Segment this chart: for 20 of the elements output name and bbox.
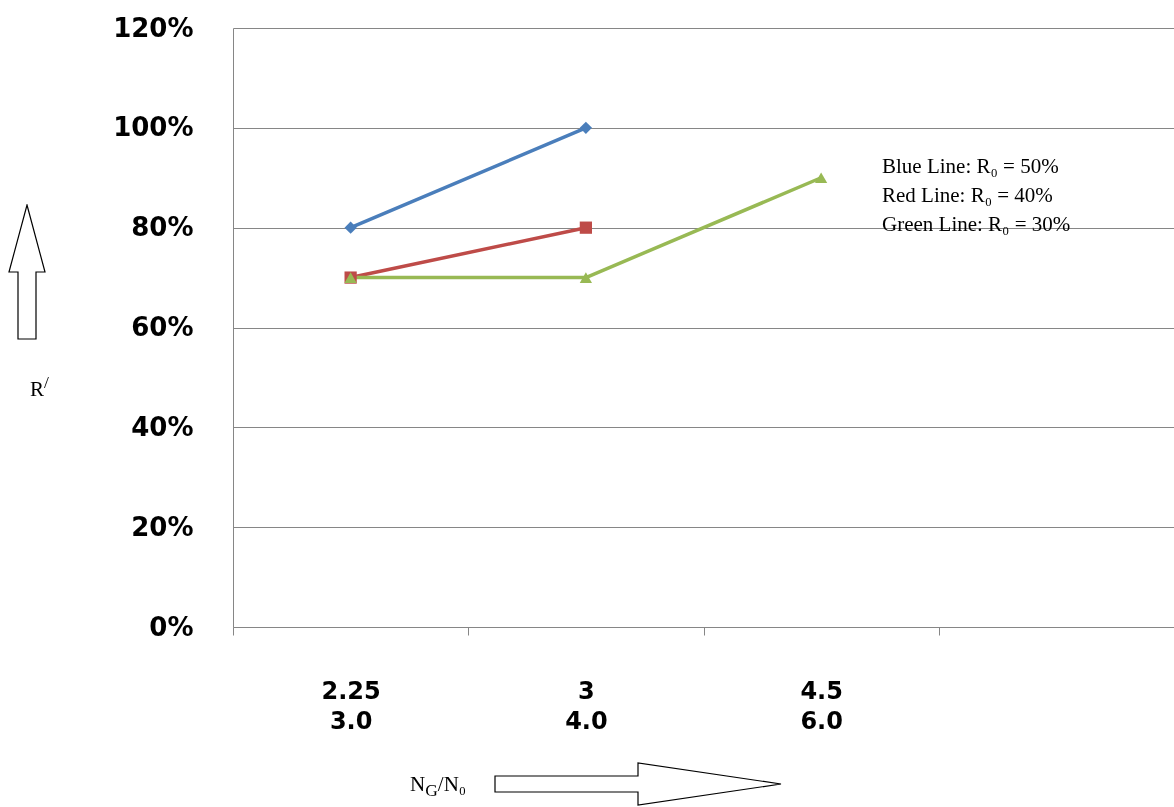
point bbox=[579, 221, 592, 234]
y-tick-label: 40% bbox=[131, 411, 194, 442]
y-axis-title: R$^{/}$ bbox=[30, 372, 49, 402]
y-tick-label: 80% bbox=[131, 212, 194, 243]
y-tick-label: 100% bbox=[113, 112, 194, 143]
x-axis-title: N$_{G}$/N₀ bbox=[410, 772, 467, 802]
x-tick-label: 4.5 6.0 bbox=[800, 676, 843, 735]
annotation: Blue Line: R₀ = 50% bbox=[882, 153, 1060, 180]
x-tick-label: 3 4.0 bbox=[565, 676, 608, 735]
y-tick-label: 60% bbox=[131, 312, 194, 342]
y-tick-label: 120% bbox=[113, 12, 194, 43]
annotation: Red Line: R₀ = 40% bbox=[882, 182, 1054, 209]
y-tick-label: 0% bbox=[149, 611, 194, 642]
point bbox=[815, 172, 828, 184]
point bbox=[579, 121, 592, 134]
point bbox=[579, 272, 592, 283]
annotation: Green Line: R₀ = 30% bbox=[882, 211, 1071, 238]
y-tick-label: 20% bbox=[131, 511, 194, 542]
point bbox=[344, 221, 357, 234]
x-tick-label: 2.25 3.0 bbox=[321, 676, 381, 735]
